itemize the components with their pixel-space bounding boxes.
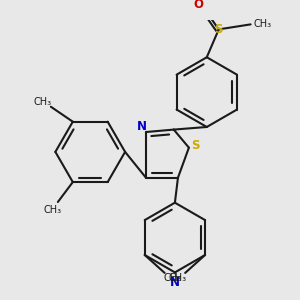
Text: S: S: [191, 139, 200, 152]
Text: CH₃: CH₃: [254, 20, 272, 29]
Text: CH₃: CH₃: [44, 205, 62, 215]
Text: N: N: [170, 276, 180, 289]
Text: O: O: [194, 0, 204, 11]
Text: S: S: [214, 23, 223, 36]
Text: N: N: [137, 120, 147, 133]
Text: CH₃: CH₃: [34, 97, 52, 107]
Text: CH₃: CH₃: [168, 273, 186, 283]
Text: CH₃: CH₃: [164, 273, 182, 283]
